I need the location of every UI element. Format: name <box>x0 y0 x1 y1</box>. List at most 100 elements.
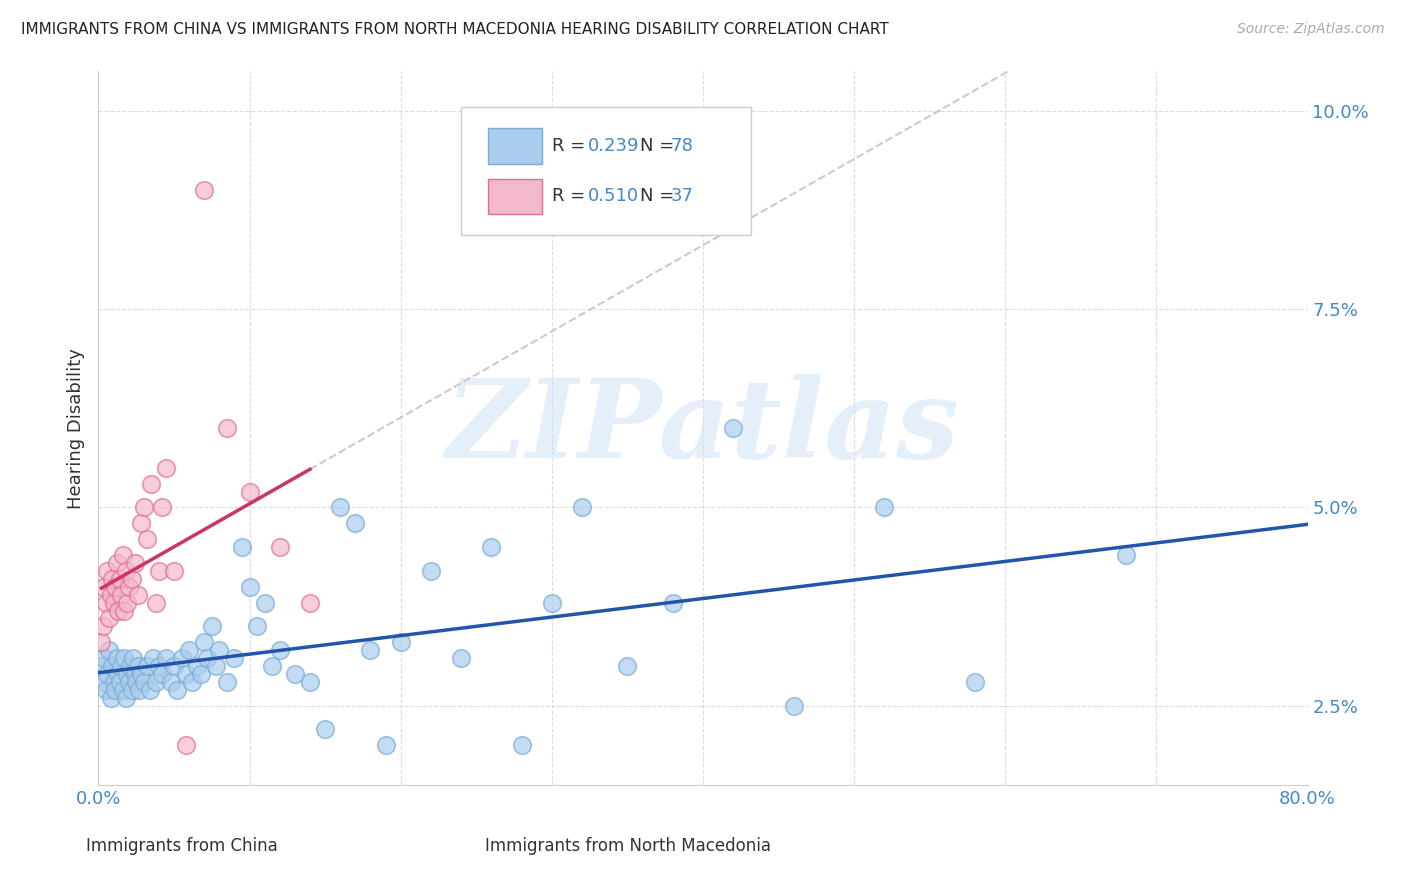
Point <box>120 659 142 673</box>
Point <box>115 596 138 610</box>
Point <box>107 667 129 681</box>
Point <box>723 421 745 435</box>
Text: R =: R = <box>551 187 591 205</box>
Point <box>208 643 231 657</box>
Point <box>190 667 212 681</box>
Point <box>155 651 177 665</box>
FancyBboxPatch shape <box>488 178 543 214</box>
Point <box>108 674 131 689</box>
FancyBboxPatch shape <box>62 831 93 856</box>
Point <box>103 674 125 689</box>
Point <box>127 588 149 602</box>
Point <box>101 572 124 586</box>
Point <box>571 500 593 515</box>
Point <box>98 643 121 657</box>
Text: IMMIGRANTS FROM CHINA VS IMMIGRANTS FROM NORTH MACEDONIA HEARING DISABILITY CORR: IMMIGRANTS FROM CHINA VS IMMIGRANTS FROM… <box>21 22 889 37</box>
Point <box>148 659 170 673</box>
Text: Immigrants from China: Immigrants from China <box>86 837 278 855</box>
Point <box>114 564 136 578</box>
Point <box>374 739 396 753</box>
Point <box>110 659 132 673</box>
Text: 0.239: 0.239 <box>588 137 640 155</box>
Y-axis label: Hearing Disability: Hearing Disability <box>66 348 84 508</box>
Point <box>299 674 322 689</box>
Point <box>224 651 246 665</box>
FancyBboxPatch shape <box>461 107 751 235</box>
Point <box>783 698 806 713</box>
Text: 0.510: 0.510 <box>588 187 640 205</box>
Point <box>163 659 186 673</box>
Point <box>94 596 117 610</box>
Point <box>90 635 112 649</box>
Point <box>179 643 201 657</box>
Point <box>873 500 896 515</box>
Point <box>125 674 148 689</box>
Point <box>98 611 121 625</box>
Point <box>239 580 262 594</box>
Point <box>239 484 262 499</box>
FancyBboxPatch shape <box>461 831 492 856</box>
Point <box>108 572 131 586</box>
Point <box>139 682 162 697</box>
Point <box>96 667 118 681</box>
Point <box>150 667 173 681</box>
Point <box>93 580 115 594</box>
Point <box>107 603 129 617</box>
Point <box>91 619 114 633</box>
Text: N =: N = <box>640 187 681 205</box>
Point <box>112 651 135 665</box>
Point <box>284 667 307 681</box>
Point <box>105 651 128 665</box>
Point <box>389 635 412 649</box>
Point <box>166 682 188 697</box>
Point <box>148 564 170 578</box>
Point <box>205 659 228 673</box>
Point <box>174 667 197 681</box>
Point <box>231 540 253 554</box>
Point <box>122 651 145 665</box>
Point <box>481 540 503 554</box>
Point <box>100 588 122 602</box>
Point <box>163 564 186 578</box>
Point <box>112 603 135 617</box>
Text: ZIPatlas: ZIPatlas <box>446 375 960 482</box>
Point <box>124 667 146 681</box>
Point <box>94 682 117 697</box>
Point <box>114 690 136 705</box>
Text: Source: ZipAtlas.com: Source: ZipAtlas.com <box>1237 22 1385 37</box>
Point <box>1115 548 1137 562</box>
Point <box>262 659 284 673</box>
Text: Immigrants from North Macedonia: Immigrants from North Macedonia <box>485 837 772 855</box>
FancyBboxPatch shape <box>488 128 543 164</box>
Point <box>124 556 146 570</box>
Point <box>141 476 163 491</box>
Text: 78: 78 <box>671 137 693 155</box>
Point <box>150 500 173 515</box>
Point <box>215 674 238 689</box>
Point <box>121 572 143 586</box>
Point <box>329 500 352 515</box>
Point <box>121 682 143 697</box>
Point <box>201 619 224 633</box>
Point <box>111 548 134 562</box>
Text: 37: 37 <box>671 187 693 205</box>
Point <box>195 651 218 665</box>
Point <box>103 596 125 610</box>
Point <box>105 556 128 570</box>
Point <box>965 674 987 689</box>
Point <box>661 596 683 610</box>
Point <box>170 651 193 665</box>
Point <box>115 667 138 681</box>
Point <box>135 659 157 673</box>
Point <box>299 596 322 610</box>
Point <box>100 690 122 705</box>
Point <box>246 619 269 633</box>
Text: N =: N = <box>640 137 681 155</box>
Point <box>145 674 167 689</box>
Point <box>111 682 134 697</box>
Point <box>145 596 167 610</box>
Point <box>181 674 204 689</box>
Point <box>118 580 141 594</box>
Point <box>269 540 291 554</box>
Point <box>174 739 197 753</box>
